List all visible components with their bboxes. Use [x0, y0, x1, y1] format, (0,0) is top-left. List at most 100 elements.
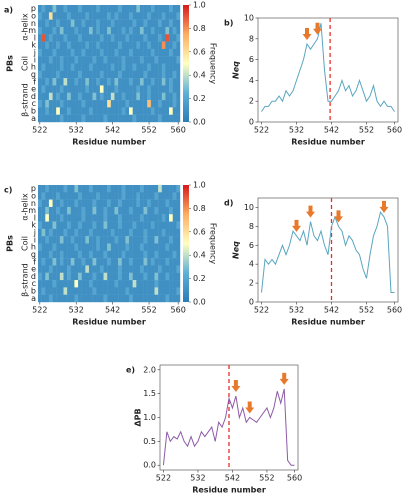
- heatmap-cell: [176, 192, 181, 200]
- heatmap-cell: [136, 243, 141, 252]
- heatmap-cell: [129, 199, 133, 208]
- heatmap-cell: [99, 26, 104, 35]
- heatmap-cell: [81, 221, 86, 230]
- colorbar-tick-label: 0.6: [193, 227, 206, 236]
- heatmap-cell: [129, 287, 133, 295]
- heatmap-cell: [96, 12, 101, 20]
- heatmap-cell: [107, 221, 112, 230]
- heatmap-cell: [85, 34, 90, 42]
- panel-label: a): [4, 6, 13, 15]
- heatmap-cell: [154, 265, 159, 273]
- heatmap-cell: [52, 56, 57, 64]
- colorbar-tick-label: 0.4: [193, 251, 206, 260]
- heatmap-cell: [139, 185, 144, 193]
- heatmap-cell: [78, 19, 82, 28]
- heatmap-cell: [158, 107, 162, 115]
- heatmap-cell: [121, 265, 126, 273]
- row-label: o: [31, 191, 36, 200]
- arrow: [334, 210, 343, 223]
- heatmap-cell: [114, 294, 119, 303]
- heatmap-cell: [99, 48, 104, 57]
- heatmap-cell: [74, 294, 79, 303]
- heatmap-cell: [81, 114, 86, 123]
- row-label: k: [31, 41, 36, 50]
- x-tick-label: 532: [190, 474, 205, 483]
- heatmap-cell: [59, 221, 64, 230]
- heatmap-cell: [48, 5, 53, 13]
- heatmap-cell: [129, 228, 133, 237]
- heatmap-cell: [56, 265, 61, 273]
- heatmap-cell: [88, 294, 93, 303]
- heatmap-cell: [129, 63, 133, 72]
- heatmap-cell: [121, 100, 126, 108]
- heatmap-cell: [176, 100, 181, 108]
- heatmap-cell: [125, 294, 130, 303]
- heatmap-cell: [81, 107, 86, 115]
- heatmap-cell: [52, 214, 57, 222]
- heatmap-cell: [70, 236, 75, 244]
- heatmap-cell: [129, 280, 133, 288]
- heatmap-cell: [132, 34, 137, 42]
- heatmap-cell: [125, 26, 130, 35]
- heatmap-cell: [63, 85, 68, 93]
- heatmap-cell: [67, 26, 71, 35]
- heatmap-cell: [169, 206, 173, 215]
- heatmap-cell: [96, 221, 101, 230]
- heatmap-cell: [81, 34, 86, 42]
- heatmap-cell: [48, 243, 53, 252]
- heatmap-cell: [70, 287, 75, 295]
- heatmap-cell: [154, 228, 159, 237]
- heatmap-cell: [154, 206, 159, 215]
- heatmap-cell: [41, 206, 46, 215]
- heatmap-cell: [118, 243, 122, 252]
- heatmap-cell: [139, 258, 144, 266]
- heatmap-cell: [96, 78, 101, 86]
- arrow: [306, 205, 315, 218]
- heatmap-cell: [136, 70, 141, 79]
- heatmap-cell: [132, 280, 137, 288]
- heatmap-cell: [125, 92, 130, 101]
- heatmap-cell: [125, 265, 130, 273]
- heatmap-cell: [52, 19, 57, 28]
- heatmap-cell: [99, 192, 104, 200]
- heatmap-cell: [161, 107, 166, 115]
- heatmap-cell: [110, 26, 115, 35]
- heatmap-cell: [143, 287, 148, 295]
- heatmap-cell: [107, 41, 112, 50]
- heatmap-cell: [45, 206, 50, 215]
- heatmap-cell: [45, 34, 50, 42]
- heatmap-cell: [56, 34, 61, 42]
- heatmap-cell: [150, 243, 155, 252]
- heatmap-cell: [48, 12, 53, 20]
- heatmap-cell: [125, 100, 130, 108]
- heatmap-cell: [150, 206, 155, 215]
- heatmap-cell: [88, 114, 93, 123]
- heatmap-cell: [118, 199, 122, 208]
- heatmap-cell: [136, 56, 141, 64]
- heatmap-cell: [38, 243, 42, 252]
- heatmap-cell: [45, 41, 50, 50]
- heatmap-cell: [161, 100, 166, 108]
- heatmap-cell: [139, 250, 144, 259]
- heatmap-cell: [114, 12, 119, 20]
- heatmap-cell: [172, 243, 177, 252]
- heatmap-cell: [52, 26, 57, 35]
- heatmap-cell: [165, 26, 170, 35]
- heatmap-cell: [158, 228, 162, 237]
- x-tick-label: 522: [254, 306, 269, 315]
- heatmap-cell: [107, 5, 112, 13]
- heatmap-cell: [48, 206, 53, 215]
- heatmap-cell: [132, 258, 137, 266]
- heatmap-cell: [99, 185, 104, 193]
- heatmap-cell: [147, 107, 152, 115]
- heatmap-cell: [132, 221, 137, 230]
- heatmap-cell: [81, 280, 86, 288]
- heatmap-cell: [99, 265, 104, 273]
- heatmap-cell: [161, 85, 166, 93]
- heatmap-cell: [103, 100, 108, 108]
- heatmap-cell: [169, 41, 173, 50]
- heatmap-cell: [158, 78, 162, 86]
- heatmap-cell: [67, 100, 71, 108]
- heatmap-cell: [136, 214, 141, 222]
- heatmap-cell: [96, 192, 101, 200]
